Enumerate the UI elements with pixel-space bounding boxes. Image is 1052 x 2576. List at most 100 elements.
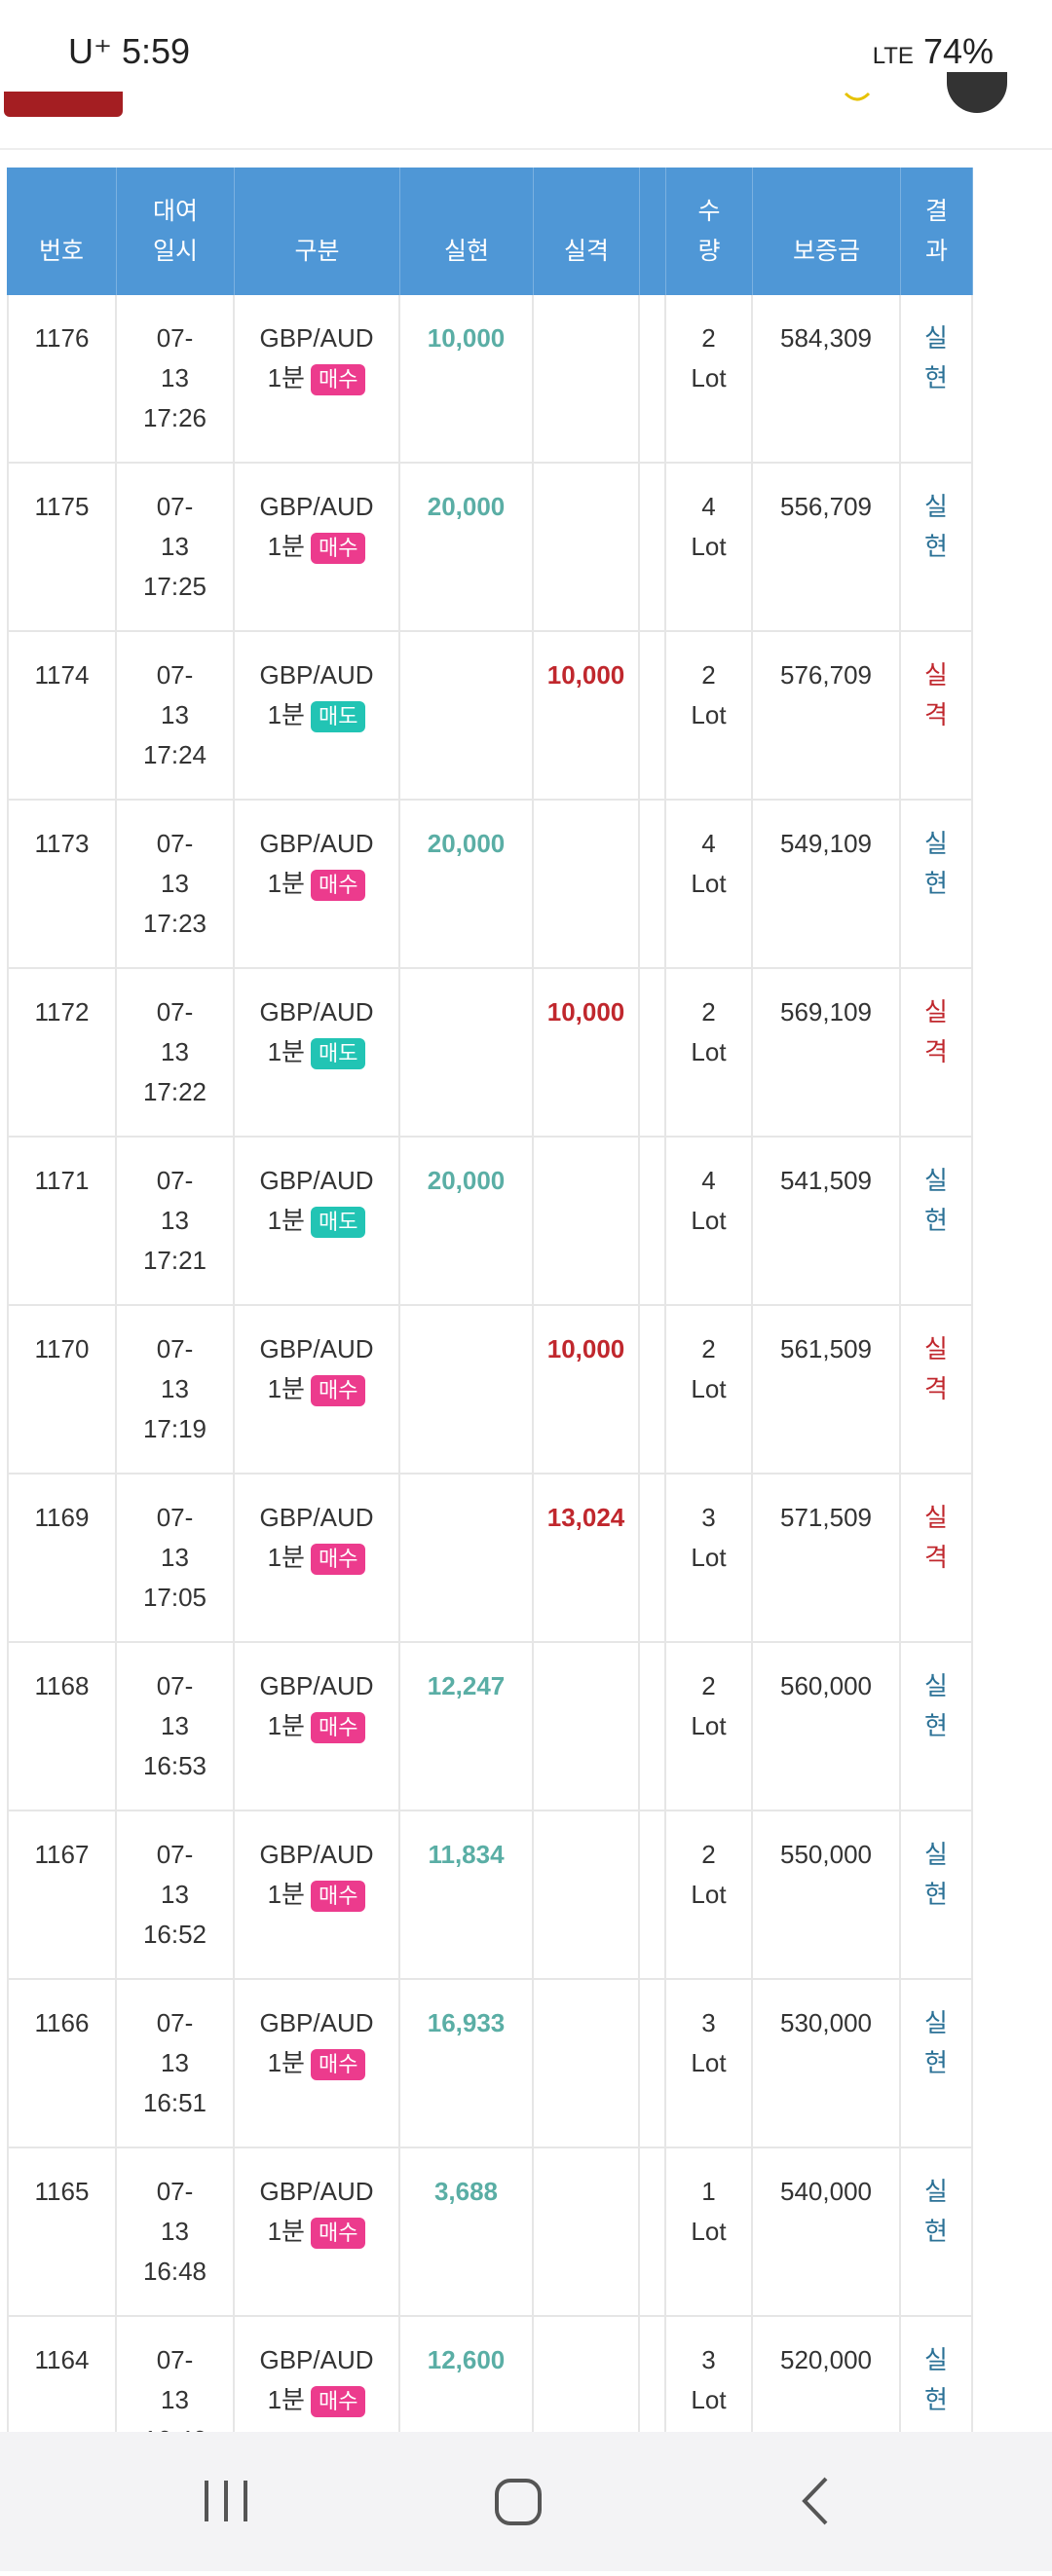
trade-date: 07-13	[156, 997, 194, 1066]
cell	[640, 1811, 666, 1978]
result: 실격	[924, 997, 948, 1066]
cell: 584,309	[753, 295, 901, 462]
period-line: 1분 매수	[235, 2380, 398, 2420]
trade-number: 1164	[34, 2345, 90, 2374]
trade-number: 1168	[34, 1671, 90, 1700]
period: 1분	[267, 700, 305, 729]
result: 실현	[924, 2345, 948, 2414]
side-badge: 매수	[310, 364, 366, 395]
trade-date: 07-13	[156, 2008, 194, 2077]
period-line: 1분 매수	[235, 2043, 398, 2083]
loss: 10,000	[546, 660, 625, 690]
trade-number: 1173	[34, 829, 90, 858]
cell: 12,600	[400, 2317, 534, 2432]
cell: 1172	[7, 969, 117, 1136]
header-row: 번호 대여 일시 구분 실현 실격 수량 보증금 결과	[7, 168, 973, 295]
cell: GBP/AUD 1분 매도	[235, 969, 400, 1136]
cell: 1174	[7, 632, 117, 799]
cell: GBP/AUD 1분 매도	[235, 632, 400, 799]
cell: 2 Lot	[666, 1811, 753, 1978]
logo[interactable]	[4, 92, 123, 117]
cell: 541,509	[753, 1138, 901, 1304]
margin: 540,000	[780, 2177, 872, 2206]
result: 실격	[924, 1503, 948, 1572]
trade-number: 1167	[34, 1840, 90, 1869]
trade-number: 1171	[34, 1166, 90, 1195]
header-label: 번호	[38, 238, 84, 265]
period: 1분	[267, 2217, 305, 2246]
table-row: 1167 07-13 16:52 GBP/AUD 1분 매수 11,834 2 Lot 550,…	[7, 1811, 973, 1980]
cell: 1171	[7, 1138, 117, 1304]
cell: 1173	[7, 801, 117, 967]
cell	[640, 295, 666, 462]
recent-button[interactable]	[205, 2481, 247, 2521]
table-row: 1176 07-13 17:26 GBP/AUD 1분 매수 10,000 2 Lot 584,…	[7, 295, 973, 464]
trade-time: 16:52	[142, 1920, 207, 1949]
header-cell: 대여 일시	[117, 168, 235, 295]
period-line: 1분 매도	[235, 1032, 398, 1072]
cell: 실현	[901, 295, 973, 462]
cell: GBP/AUD 1분 매수	[235, 2148, 400, 2315]
header-cell: 실현	[400, 168, 534, 295]
cell	[640, 632, 666, 799]
cell: 4 Lot	[666, 464, 753, 630]
currency-pair: GBP/AUD	[259, 1671, 374, 1700]
currency-pair: GBP/AUD	[259, 323, 374, 353]
cell: 실현	[901, 2317, 973, 2432]
result: 실격	[924, 1334, 948, 1403]
period: 1분	[267, 1374, 305, 1403]
cell	[534, 1811, 640, 1978]
cell	[400, 1475, 534, 1641]
quantity: 2 Lot	[691, 660, 727, 729]
period-line: 1분 매수	[235, 527, 398, 567]
cell: 07-13 17:22	[117, 969, 235, 1136]
cell: 4 Lot	[666, 1138, 753, 1304]
trade-number: 1175	[34, 492, 90, 521]
cell: 3,688	[400, 2148, 534, 2315]
cell: GBP/AUD 1분 매수	[235, 2317, 400, 2432]
cell: 07-13 16:48	[117, 2148, 235, 2315]
back-button[interactable]	[802, 2477, 828, 2525]
cell	[534, 2148, 640, 2315]
cell: 실현	[901, 464, 973, 630]
cell: 07-13 17:26	[117, 295, 235, 462]
cell: 10,000	[400, 295, 534, 462]
side-badge: 매수	[310, 2049, 366, 2080]
home-button[interactable]	[495, 2479, 542, 2525]
trade-date: 07-13	[156, 323, 194, 392]
loss: 10,000	[546, 997, 625, 1027]
cell: 20,000	[400, 464, 534, 630]
header-cell: 번호	[7, 168, 117, 295]
trade-date: 07-13	[156, 660, 194, 729]
header-cell: 보증금	[753, 168, 901, 295]
margin: 530,000	[780, 2008, 872, 2037]
cell: 4 Lot	[666, 801, 753, 967]
bell-icon[interactable]	[843, 92, 872, 105]
cell	[534, 1980, 640, 2147]
margin: 560,000	[780, 1671, 872, 1700]
trade-time: 17:19	[142, 1414, 207, 1443]
trade-number: 1166	[34, 2008, 90, 2037]
trade-number: 1169	[34, 1503, 90, 1532]
currency-pair: GBP/AUD	[259, 2008, 374, 2037]
profit: 20,000	[427, 492, 506, 521]
period: 1분	[267, 532, 305, 561]
header-label: 보증금	[792, 238, 860, 265]
quantity: 2 Lot	[691, 997, 727, 1066]
side-badge: 매도	[310, 701, 366, 732]
period-line: 1분 매수	[235, 1538, 398, 1578]
margin: 541,509	[780, 1166, 872, 1195]
profit: 16,933	[427, 2008, 506, 2037]
cell: 1166	[7, 1980, 117, 2147]
trade-time: 17:21	[142, 1246, 207, 1275]
period: 1분	[267, 1037, 305, 1066]
quantity: 2 Lot	[691, 1334, 727, 1403]
avatar[interactable]	[947, 72, 1007, 113]
trade-table: 번호 대여 일시 구분 실현 실격 수량 보증금 결과 1176 07-13 17:26 GBP/AU…	[7, 168, 973, 2432]
currency-pair: GBP/AUD	[259, 997, 374, 1027]
cell: 실현	[901, 1811, 973, 1978]
cell: 530,000	[753, 1980, 901, 2147]
result: 실현	[924, 2177, 948, 2246]
table-row: 1166 07-13 16:51 GBP/AUD 1분 매수 16,933 3 Lot 530,…	[7, 1980, 973, 2148]
cell: 3 Lot	[666, 2317, 753, 2432]
